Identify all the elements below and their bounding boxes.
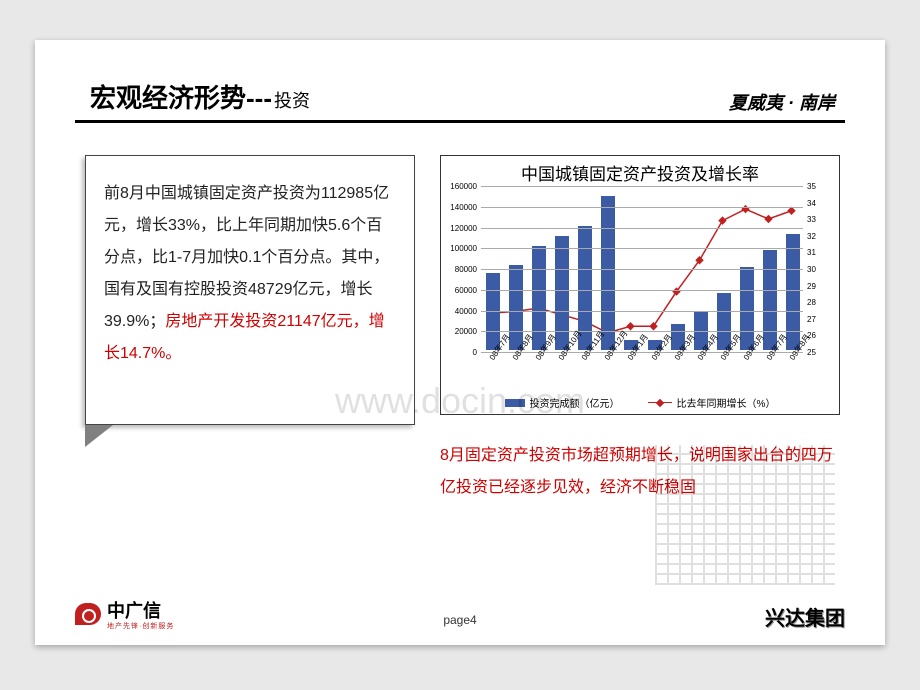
title-main: 宏观经济形势---: [90, 83, 272, 113]
bar: [532, 246, 546, 350]
legend-bar: 投资完成额（亿元）: [505, 395, 620, 410]
y-right-tick: 29: [807, 282, 827, 291]
chart-area: 0200004000060000800001000001200001400001…: [481, 186, 803, 350]
chart-legend: 投资完成额（亿元） 比去年同期增长（%）: [441, 395, 839, 410]
y-left-tick: 40000: [443, 307, 477, 316]
bar: [486, 273, 500, 350]
y-right-tick: 35: [807, 182, 827, 191]
y-left-tick: 140000: [443, 203, 477, 212]
bar: [601, 196, 615, 350]
legend-line-icon: [648, 399, 672, 407]
logo-icon: [75, 603, 101, 625]
background-building-icon: [655, 445, 835, 585]
title-sub: 投资: [274, 91, 310, 111]
chart-xlabels: 08年7月08年8月08年9月08年10月08年11月08年12月09年1月09…: [481, 356, 803, 384]
y-right-tick: 31: [807, 248, 827, 257]
footer-right: 兴达集团: [765, 602, 845, 631]
y-right-tick: 28: [807, 298, 827, 307]
page-number: page4: [443, 613, 476, 627]
textbox-fold-icon: [85, 425, 113, 447]
y-left-tick: 160000: [443, 182, 477, 191]
divider: [75, 120, 845, 123]
y-right-tick: 32: [807, 232, 827, 241]
y-right-tick: 33: [807, 215, 827, 224]
y-left-tick: 120000: [443, 224, 477, 233]
slide: 宏观经济形势---投资 夏威夷 · 南岸 前8月中国城镇固定资产投资为11298…: [35, 40, 885, 645]
chart-box: 中国城镇固定资产投资及增长率 0200004000060000800001000…: [440, 155, 840, 415]
bar: [786, 234, 800, 350]
text-box: 前8月中国城镇固定资产投资为112985亿元，增长33%，比上年同期加快5.6个…: [85, 155, 415, 425]
title-row: 宏观经济形势---投资 夏威夷 · 南岸: [90, 78, 845, 115]
legend-line: 比去年同期增长（%）: [648, 395, 776, 410]
logo-subtext: 地产先锋·创新服务: [107, 621, 174, 631]
chart-bars: [481, 186, 803, 350]
y-right-tick: 30: [807, 265, 827, 274]
y-left-tick: 80000: [443, 265, 477, 274]
bar: [555, 236, 569, 350]
bar: [763, 250, 777, 350]
y-left-tick: 0: [443, 348, 477, 357]
y-right-tick: 27: [807, 315, 827, 324]
title-right: 夏威夷 · 南岸: [729, 89, 845, 115]
textbox-p1: 前8月中国城镇固定资产投资为112985亿元，增长33%，比上年同期加快5.6个…: [104, 185, 389, 330]
y-left-tick: 20000: [443, 327, 477, 336]
y-left-tick: 60000: [443, 286, 477, 295]
legend-bar-icon: [505, 399, 525, 407]
y-right-tick: 34: [807, 199, 827, 208]
title-left: 宏观经济形势---投资: [90, 78, 310, 115]
y-left-tick: 100000: [443, 244, 477, 253]
chart-title: 中国城镇固定资产投资及增长率: [441, 156, 839, 185]
logo-text: 中广信: [107, 597, 174, 623]
logo-left: 中广信 地产先锋·创新服务: [75, 597, 174, 631]
